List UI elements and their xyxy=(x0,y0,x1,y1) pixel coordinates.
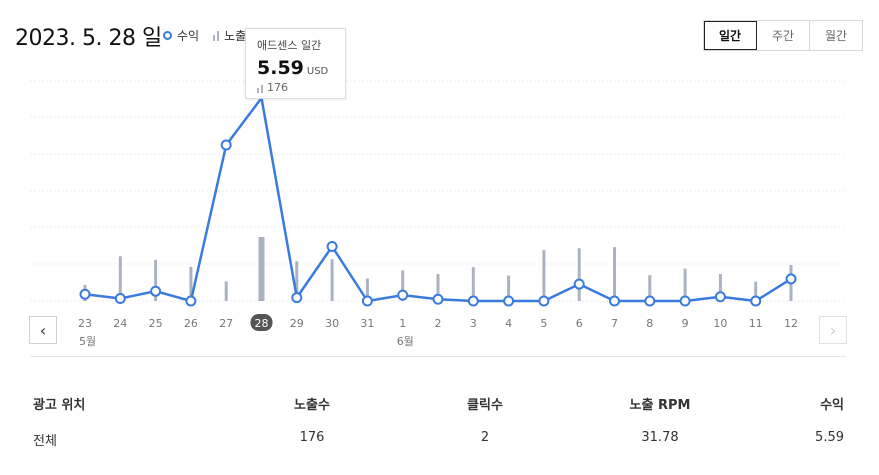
cell-rpm: 31.78 xyxy=(641,430,679,445)
tooltip-impressions: 176 xyxy=(267,81,288,94)
revenue-point[interactable] xyxy=(538,295,550,307)
cell-clicks: 2 xyxy=(480,430,490,445)
impression-bar[interactable] xyxy=(648,275,652,301)
x-tick-label[interactable]: 1 xyxy=(399,317,406,330)
legend-revenue[interactable]: 수익 xyxy=(163,27,199,44)
revenue-point[interactable] xyxy=(785,273,797,285)
impression-bar[interactable] xyxy=(613,247,616,301)
x-tick-label[interactable]: 26 xyxy=(184,317,198,330)
revenue-point[interactable] xyxy=(220,139,232,151)
revenue-point[interactable] xyxy=(467,295,479,307)
x-tick-label[interactable]: 29 xyxy=(290,317,304,330)
month-label: 5월 xyxy=(79,335,96,348)
revenue-point[interactable] xyxy=(432,293,444,305)
impression-bar[interactable] xyxy=(542,250,546,301)
cell-ad-position: 전체 xyxy=(33,434,57,449)
impression-bar[interactable] xyxy=(224,281,228,301)
revenue-point[interactable] xyxy=(750,295,762,307)
x-tick-label[interactable]: 6 xyxy=(576,317,583,330)
tooltip-value: 5.59 xyxy=(257,57,304,79)
x-tick-label[interactable]: 11 xyxy=(749,317,763,330)
revenue-point[interactable] xyxy=(291,292,303,304)
impression-bar[interactable] xyxy=(683,268,687,301)
period-tabs: 일간 주간 월간 xyxy=(703,20,863,51)
selected-date-marker xyxy=(250,314,273,331)
cell-impressions: 176 xyxy=(299,430,325,445)
revenue-point[interactable] xyxy=(185,295,197,307)
x-tick-label[interactable]: 23 xyxy=(78,317,92,330)
prev-period-button[interactable]: ‹ xyxy=(29,316,57,344)
impression-bar[interactable] xyxy=(189,266,193,301)
revenue-point[interactable] xyxy=(79,288,91,300)
x-tick-label[interactable]: 27 xyxy=(219,317,233,330)
impression-bar[interactable] xyxy=(330,259,334,301)
revenue-point[interactable] xyxy=(679,295,691,307)
revenue-point[interactable] xyxy=(609,295,620,307)
tab-daily[interactable]: 일간 xyxy=(704,21,757,50)
bar-chart-icon xyxy=(257,83,263,93)
revenue-point[interactable] xyxy=(326,241,338,253)
impression-bar[interactable] xyxy=(118,256,122,301)
header-clicks: 클릭수 xyxy=(467,398,503,413)
divider xyxy=(30,356,846,357)
revenue-point[interactable] xyxy=(150,285,162,297)
table-row: 전체 176 2 31.78 5.59 xyxy=(0,430,879,450)
next-period-button[interactable]: › xyxy=(819,316,847,344)
revenue-point[interactable] xyxy=(114,293,126,305)
impression-bar[interactable] xyxy=(154,259,158,301)
tooltip-unit: USD xyxy=(306,66,329,77)
chevron-right-icon: › xyxy=(829,320,837,340)
chevron-left-icon: ‹ xyxy=(39,320,47,340)
bar-chart-icon xyxy=(213,30,220,41)
header-impressions: 노출수 xyxy=(294,398,330,413)
impression-bar[interactable] xyxy=(577,248,581,301)
impression-bar[interactable] xyxy=(295,261,299,301)
x-tick-label[interactable]: 4 xyxy=(505,317,512,330)
x-tick-label[interactable]: 3 xyxy=(470,317,477,330)
impression-bar[interactable] xyxy=(365,278,369,301)
tab-monthly[interactable]: 월간 xyxy=(810,21,862,50)
header-revenue: 수익 xyxy=(820,398,844,413)
revenue-chart: 23 24 25 26 27 28 29 30 31 1 2 3 4 5 6 7 8 9 10 11 12 5월 6월 xyxy=(0,60,879,360)
impression-bar[interactable] xyxy=(401,270,405,301)
revenue-point[interactable] xyxy=(573,278,585,290)
x-tick-label[interactable]: 24 xyxy=(113,317,127,330)
revenue-point[interactable] xyxy=(644,295,656,307)
legend-revenue-label: 수익 xyxy=(177,29,200,43)
month-label: 6월 xyxy=(397,335,414,348)
x-tick-label[interactable]: 31 xyxy=(360,317,374,330)
header-ad-position: 광고 위치 xyxy=(33,398,86,413)
x-tick-label[interactable]: 28 xyxy=(255,317,269,330)
tooltip-title: 애드센스 일간 xyxy=(257,39,322,52)
line-dot-icon xyxy=(163,31,172,40)
x-tick-label[interactable]: 5 xyxy=(540,317,547,330)
impression-bar[interactable] xyxy=(718,274,722,301)
x-tick-label[interactable]: 7 xyxy=(611,317,618,330)
tab-weekly[interactable]: 주간 xyxy=(757,21,810,50)
revenue-point[interactable] xyxy=(714,291,726,303)
report-header: 2023. 5. 28 일 수익 노출수 일간 주간 월간 xyxy=(0,0,879,60)
x-tick-label[interactable]: 8 xyxy=(646,317,653,330)
summary-header-row: 광고 위치 노출수 클릭수 노출 RPM 수익 xyxy=(0,394,879,414)
revenue-point[interactable] xyxy=(361,295,373,307)
x-tick-label[interactable]: 12 xyxy=(784,317,798,330)
x-tick-label[interactable]: 10 xyxy=(713,317,727,330)
cell-revenue: 5.59 xyxy=(815,430,844,445)
x-tick-label[interactable]: 2 xyxy=(435,317,442,330)
impression-bar[interactable] xyxy=(754,281,758,301)
x-tick-label[interactable]: 25 xyxy=(149,317,163,330)
header-rpm: 노출 RPM xyxy=(629,398,691,413)
impression-bar[interactable] xyxy=(258,237,265,301)
x-tick-label[interactable]: 30 xyxy=(325,317,339,330)
impression-bar[interactable] xyxy=(507,275,511,301)
chart-legend: 수익 노출수 xyxy=(163,27,257,44)
revenue-point[interactable] xyxy=(397,289,409,301)
x-tick-label[interactable]: 9 xyxy=(682,317,689,330)
impression-bar[interactable] xyxy=(471,267,475,301)
date-title: 2023. 5. 28 일 xyxy=(15,26,162,51)
revenue-point[interactable] xyxy=(503,295,515,307)
chart-tooltip: 애드센스 일간 5.59 USD 176 xyxy=(245,28,346,99)
impression-bar[interactable] xyxy=(436,274,440,301)
